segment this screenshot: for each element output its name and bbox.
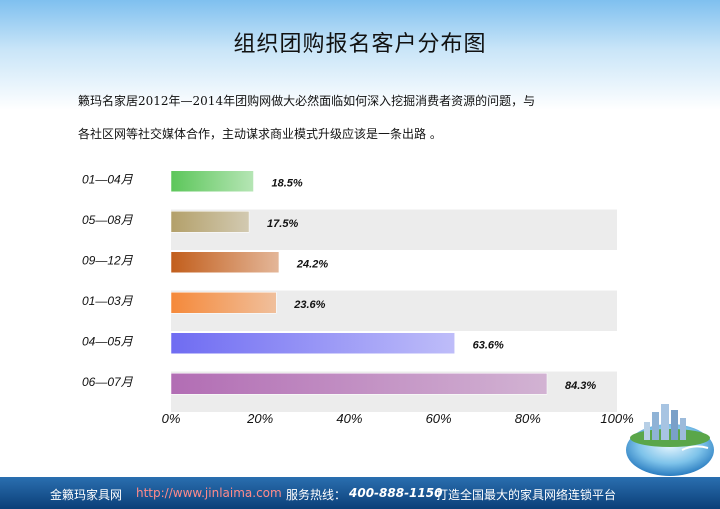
description-line-1: 籁玛名家居2012年—2014年团购网做大必然面临如何深入挖掘消费者资源的问题，… — [78, 94, 536, 108]
x-tick-label: 80% — [515, 411, 541, 426]
bar-value-label: 17.5% — [267, 218, 298, 230]
x-tick-label: 40% — [336, 411, 362, 426]
category-label: 04—05月 — [82, 334, 134, 348]
bar — [170, 373, 548, 395]
bar — [170, 211, 250, 233]
footer-company: 金籁玛家具网 — [50, 488, 123, 502]
category-label: 06—07月 — [82, 375, 134, 389]
footer-slogan: 打造全国最大的家具网络连锁平台 — [436, 488, 617, 502]
header-gradient — [0, 0, 720, 110]
bar-value-label: 84.3% — [565, 380, 596, 392]
page-title: 组织团购报名客户分布图 — [233, 32, 487, 57]
bar — [170, 170, 254, 192]
description-line-2: 各社区网等社交媒体合作，主动谋求商业模式升级应该是一条出路 。 — [78, 127, 442, 141]
bar-value-label: 18.5% — [272, 177, 303, 189]
footer-hotline-label: 服务热线： — [286, 488, 347, 502]
x-tick-label: 20% — [246, 411, 273, 426]
category-label: 09—12月 — [82, 253, 134, 267]
footer-hotline-number: 400-888-1150 — [349, 486, 443, 500]
footer-url-link[interactable]: http://www.jinlaima.com — [136, 486, 282, 500]
x-tick-label: 60% — [426, 411, 452, 426]
bar — [170, 332, 455, 354]
bar-value-label: 23.6% — [293, 299, 325, 311]
category-label: 01—04月 — [82, 172, 134, 186]
bar-chart: 01—04月 18.5% 05—08月 17.5% 09—12月 24.2% 01—03月 2… — [82, 170, 634, 426]
bar-value-label: 63.6% — [473, 339, 504, 351]
category-label: 05—08月 — [82, 213, 134, 227]
globe-city-illustration — [626, 404, 714, 476]
footer-bar: 金籁玛家具网 http://www.jinlaima.com 服务热线： 400… — [0, 477, 720, 509]
bar — [170, 251, 280, 273]
category-label: 01—03月 — [82, 294, 134, 308]
bar-value-label: 24.2% — [296, 258, 328, 270]
x-tick-label: 100% — [600, 411, 633, 426]
x-tick-label: 0% — [162, 411, 181, 426]
bar — [170, 292, 277, 314]
